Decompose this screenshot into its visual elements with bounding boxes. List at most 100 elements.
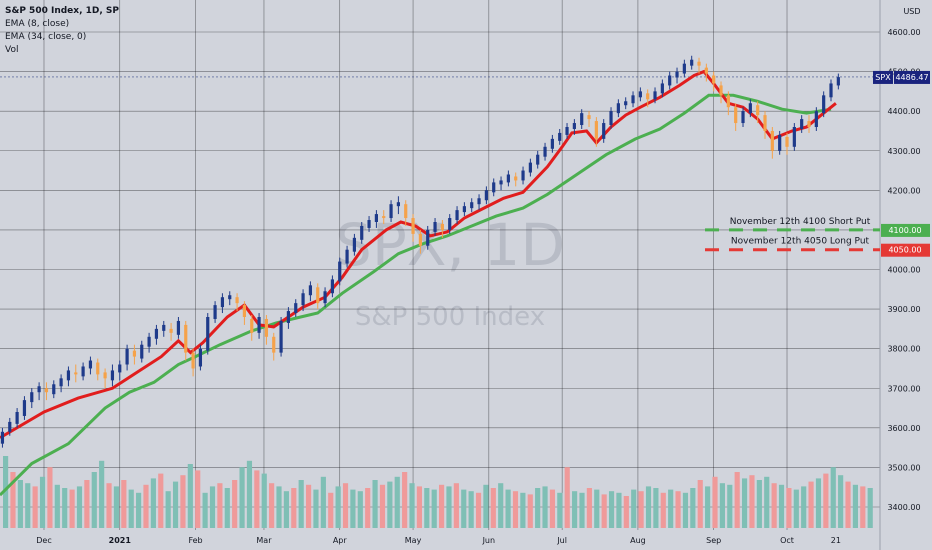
y-tick-label: 4300.00 [887,147,920,156]
volume-bar [616,492,622,528]
candle-body [756,105,760,116]
y-tick-label: 3400.00 [887,503,920,512]
volume-bar [158,473,164,528]
candle-body [110,370,115,381]
legend: S&P 500 Index, 1D, SP EMA (8, close) EMA… [5,5,119,57]
volume-bar [594,489,600,528]
volume-bar [808,481,814,528]
candle-body [704,67,708,74]
volume-bar [261,473,267,528]
level-label: November 12th 4100 Short Put [730,217,871,227]
candle-body [396,202,400,207]
volume-bar [741,478,748,528]
candle-body [763,115,767,131]
price-tag: 4486.47 [895,73,928,82]
x-tick-label: Apr [333,536,348,545]
volume-bar [727,484,733,528]
ema8-line [0,69,837,439]
candle-body [602,123,606,139]
volume-bar [823,473,829,528]
y-tick-label: 3900.00 [887,305,920,314]
volume-bar [379,484,386,528]
indicator-ema34[interactable]: EMA (34, close, 0) [5,32,87,42]
volume-bar [387,481,393,528]
candle-body [352,237,356,252]
volume-bar [106,483,112,528]
volume-bar [39,476,46,528]
volume-bar [653,488,659,528]
candle-body [88,360,93,369]
candle-body [272,336,276,353]
candle-body [594,121,598,139]
volume-bar [867,488,873,528]
candle-body [30,392,34,403]
x-tick-label: Sep [706,536,721,545]
candle-body [206,317,210,351]
candle-body [250,318,254,333]
volume-bar [136,492,142,528]
volume-bar [631,489,637,528]
x-tick-label: Mar [256,536,272,545]
volume-bar [150,478,156,528]
watermark-name: S&P 500 Index [355,302,545,332]
volume-bar [224,488,230,528]
y-tick-label: 3600.00 [887,424,920,433]
volume-bar [549,489,556,528]
chart-title[interactable]: S&P 500 Index, 1D, SP [5,6,120,16]
volume-bar [675,491,681,528]
candle-body [308,285,313,296]
candle-body [712,75,716,84]
volume-bar [202,492,208,528]
volume-bar [431,489,437,528]
candle-body [682,63,686,74]
volume-bar [195,470,201,528]
candle-body [22,400,27,416]
candle-body [440,223,444,230]
volume-bar [269,483,275,528]
volume-bar [608,491,615,528]
volume-bar [786,488,792,528]
volume-bar [475,492,482,528]
candle-body [301,293,305,306]
indicator-ema8[interactable]: EMA (8, close) [5,19,70,29]
candle-body [374,214,378,222]
volume-bar [535,488,541,528]
candle-body [587,115,591,120]
candle-body [44,388,49,393]
volume-bar [372,480,378,528]
volume-bar [682,492,689,528]
candle-body [118,364,122,373]
candle-body [74,372,78,375]
volume-bar [62,488,68,528]
volume-bar [335,486,341,528]
volume-bar [283,491,289,528]
candle-body [646,93,650,100]
candle-body [257,317,261,333]
volume-bar [409,483,415,528]
candle-body [404,204,408,219]
y-tick-label: 4000.00 [887,266,920,275]
volume-bar [291,488,297,528]
candle-body [345,249,349,264]
volume-bar [76,486,83,528]
candle-body [0,431,5,444]
volume-bar [557,492,563,528]
volume-bar [402,472,408,528]
symbol-tag: SPX [875,73,891,82]
candle-body [506,174,510,183]
x-tick-label: May [405,536,422,545]
y-tick-label: 4200.00 [887,186,920,195]
candle-body [770,130,774,151]
candle-body [660,83,664,94]
x-tick-label: Jun [482,536,496,545]
volume-bar [113,486,120,528]
candle-body [550,138,554,149]
candle-body [389,204,393,219]
y-tick-label: 4400.00 [887,107,920,116]
candle-body [477,198,481,205]
candle-body [558,132,562,141]
candle-body [213,305,217,319]
volume-bar [180,475,186,528]
indicator-vol[interactable]: Vol [5,45,19,55]
